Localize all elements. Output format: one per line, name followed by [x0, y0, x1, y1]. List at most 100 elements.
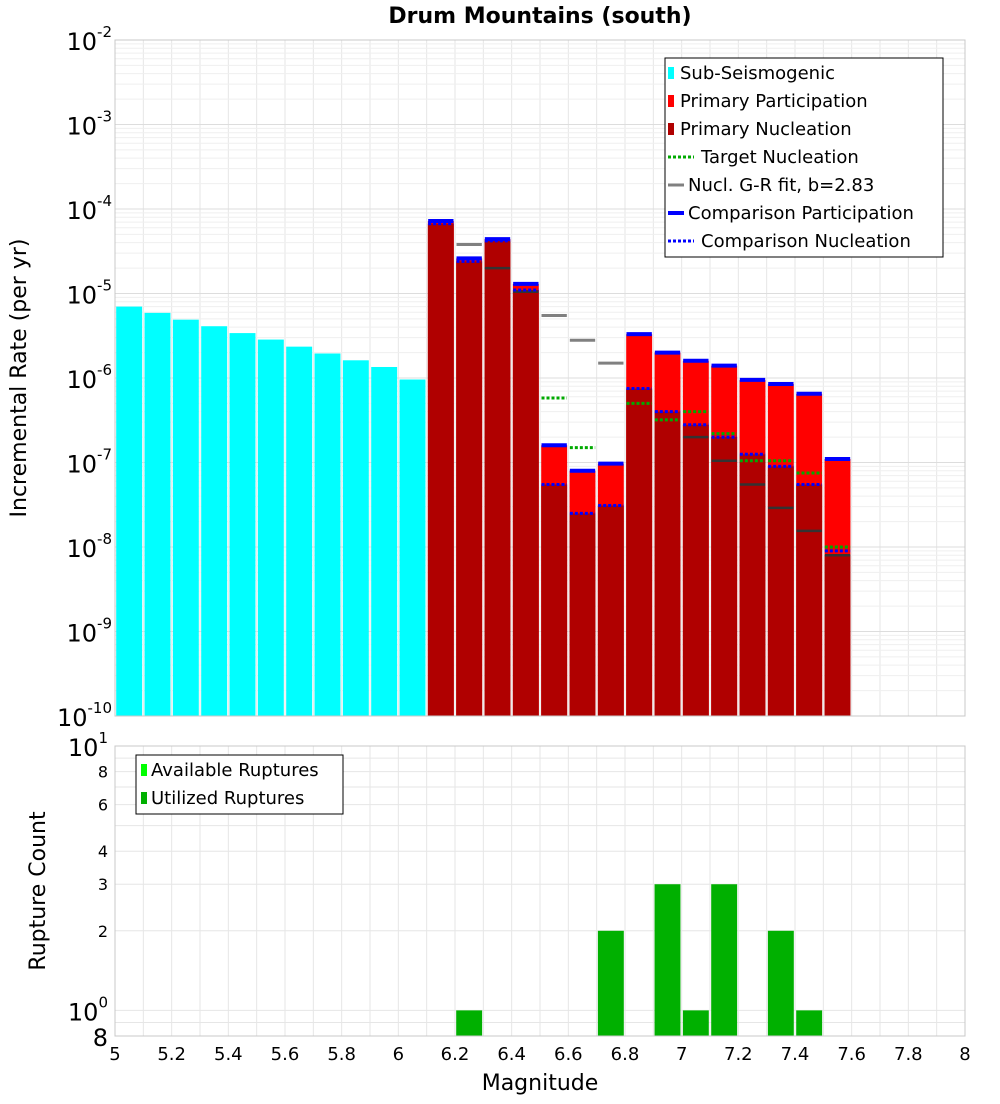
legend-label-available-ruptures: Available Ruptures [151, 760, 319, 781]
x-tick-label: 6.8 [611, 1044, 640, 1065]
x-tick-label: 5 [109, 1044, 120, 1065]
x-tick-label: 7.4 [781, 1044, 810, 1065]
y-tick-base: 10 [66, 113, 97, 141]
y-tick-label: 101 [68, 729, 108, 762]
legend-label-comparison-participation: Comparison Participation [688, 203, 914, 224]
legend-box [135, 754, 344, 815]
y-tick-base: 10 [66, 197, 97, 225]
y-tick-base: 10 [68, 998, 99, 1026]
bottom-y-axis-title: Rupture Count [26, 811, 51, 971]
bottom-legend: Available Ruptures Utilized Ruptures [135, 754, 344, 815]
legend-swatch-primary-participation [668, 95, 674, 107]
primary-nucleation-bar [456, 261, 483, 716]
legend-box [664, 57, 944, 258]
sub-seismogenic-bar [371, 366, 398, 716]
utilized-ruptures-bar [654, 884, 681, 1036]
y-tick-label: 3 [98, 875, 108, 894]
bottom-bars [456, 884, 823, 1036]
sub-seismogenic-bar [314, 353, 341, 716]
utilized-ruptures-bar [456, 1010, 483, 1036]
legend-label-target-nucleation: Target Nucleation [700, 147, 859, 168]
y-tick-label: 8 [93, 1024, 108, 1052]
sub-seismogenic-bar [399, 379, 426, 716]
y-tick-exponent: -4 [97, 192, 112, 210]
y-tick-exponent: -2 [97, 23, 112, 41]
y-tick-label: 2 [98, 922, 108, 941]
sub-seismogenic-bar [144, 312, 171, 716]
sub-seismogenic-bar [286, 346, 313, 716]
x-tick-label: 5.2 [157, 1044, 186, 1065]
legend-swatch-utilized-ruptures [141, 792, 147, 804]
y-tick-base: 10 [68, 734, 99, 762]
y-tick-base: 10 [57, 704, 88, 732]
y-tick-label: 100 [68, 993, 108, 1026]
top-bars [116, 221, 851, 717]
y-tick-base: 8 [93, 1024, 108, 1052]
y-tick-label: 10-8 [66, 530, 112, 563]
primary-nucleation-bar [711, 437, 738, 716]
y-tick-label: 10-3 [66, 108, 112, 141]
legend-label-nucl-g-r-fit-b-2-83: Nucl. G-R fit, b=2.83 [688, 175, 874, 196]
sub-seismogenic-bar [172, 319, 199, 716]
sub-seismogenic-bar [116, 306, 143, 716]
x-tick-label: 6.4 [497, 1044, 526, 1065]
y-tick-exponent: -7 [97, 446, 112, 464]
x-tick-label: 6.2 [441, 1044, 470, 1065]
x-axis-ticks: 5 5.2 5.4 5.6 5.8 6 6.2 6.4 6.6 6.8 7 7.2 7.4 7.6 7.8 8 [109, 1044, 970, 1065]
y-tick-label: 10-2 [66, 23, 112, 56]
top-y-axis-title: Incremental Rate (per yr) [7, 239, 32, 518]
y-tick-label: 10-6 [66, 361, 112, 394]
primary-nucleation-bar [626, 388, 653, 716]
top-panel-frame [114, 39, 966, 717]
utilized-ruptures-bar [711, 884, 738, 1036]
y-tick-base: 10 [66, 28, 97, 56]
bottom-panel-frame [114, 745, 966, 1037]
y-tick-exponent: 0 [98, 993, 108, 1011]
primary-nucleation-bar [824, 555, 851, 716]
sub-seismogenic-bar [257, 339, 284, 716]
sub-seismogenic-bar [342, 360, 369, 716]
primary-nucleation-bar [427, 223, 454, 716]
primary-nucleation-bar [597, 505, 624, 716]
x-tick-label: 6 [393, 1044, 404, 1065]
sub-seismogenic-bar [201, 326, 228, 716]
legend-swatch-available-ruptures [141, 764, 147, 776]
legend-label-sub-seismogenic: Sub-Seismogenic [680, 63, 835, 84]
primary-nucleation-bar [512, 290, 539, 716]
primary-nucleation-bar [569, 513, 596, 716]
sub-seismogenic-bar [229, 333, 256, 716]
y-tick-label: 8 [98, 763, 108, 782]
primary-nucleation-bar [682, 424, 709, 716]
x-tick-label: 7.6 [837, 1044, 866, 1065]
x-tick-label: 7 [676, 1044, 687, 1065]
y-tick-exponent: -10 [88, 699, 113, 717]
y-tick-base: 10 [66, 620, 97, 648]
primary-nucleation-bar [541, 484, 568, 716]
utilized-ruptures-bar [682, 1010, 709, 1036]
y-tick-exponent: -5 [97, 277, 112, 295]
primary-nucleation-bar [796, 484, 823, 716]
x-tick-label: 5.4 [214, 1044, 243, 1065]
legend-label-primary-participation: Primary Participation [680, 91, 868, 112]
utilized-ruptures-bar [597, 930, 624, 1036]
y-tick-exponent: -8 [97, 530, 112, 548]
y-tick-label: 10-9 [66, 615, 112, 648]
primary-nucleation-bar [484, 240, 511, 716]
y-tick-base: 10 [66, 451, 97, 479]
primary-nucleation-bar [739, 454, 766, 716]
legend-swatch-sub-seismogenic [668, 67, 674, 79]
y-tick-label: 10-7 [66, 446, 112, 479]
y-tick-label: 10-4 [66, 192, 112, 225]
top-legend: Sub-Seismogenic Primary Participation Prim… [664, 57, 944, 258]
x-tick-label: 7.2 [724, 1044, 753, 1065]
utilized-ruptures-bar [796, 1010, 823, 1036]
x-tick-label: 6.6 [554, 1044, 583, 1065]
y-tick-base: 10 [66, 282, 97, 310]
x-tick-label: 5.6 [271, 1044, 300, 1065]
x-tick-label: 7.8 [894, 1044, 923, 1065]
y-tick-exponent: -3 [97, 108, 112, 126]
y-tick-base: 10 [66, 366, 97, 394]
